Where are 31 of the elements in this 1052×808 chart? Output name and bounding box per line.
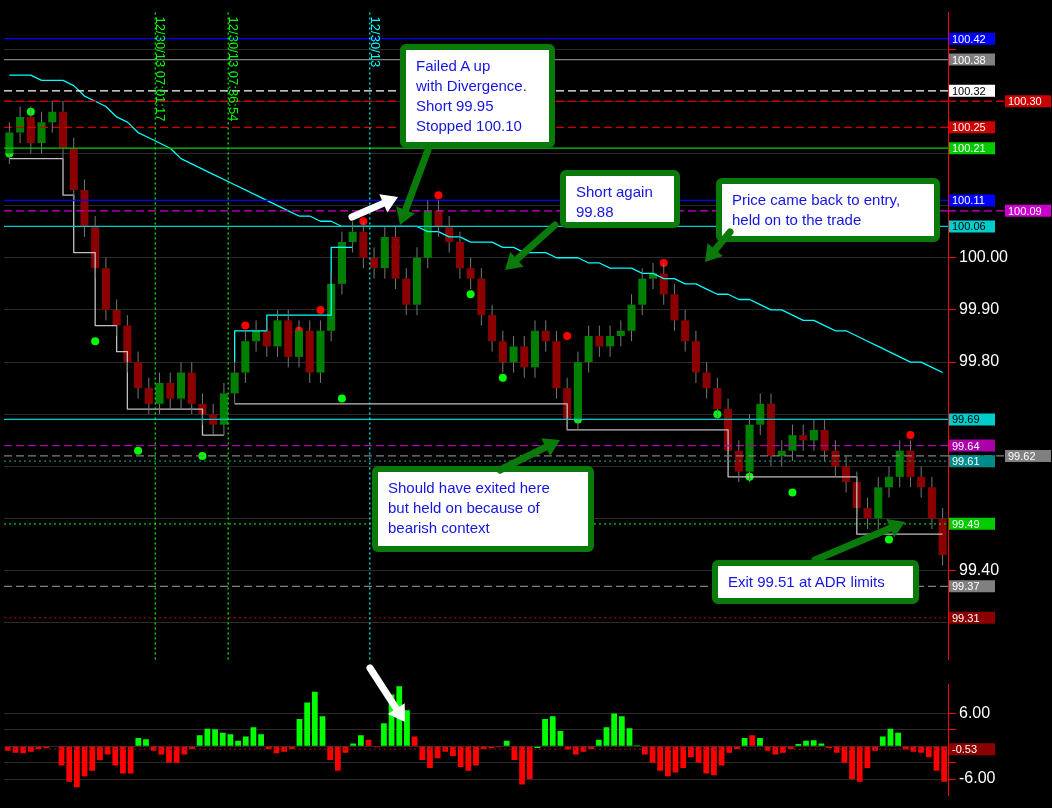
callout-box: Should have exited here but held on because of bearish context [372, 466, 594, 552]
annotation: 12/30/13 07:01:17 [153, 16, 169, 122]
ref-line-label: 100.21 [952, 142, 986, 155]
callout-box: Short again 99.88 [560, 170, 680, 228]
ref-line-label: 100.11 [952, 194, 985, 207]
ref-line-label: 99.69 [952, 413, 980, 426]
y-tick-label: 99.90 [959, 300, 1000, 318]
callout-box: Failed A up with Divergence. Short 99.95 Stopped 100.10 [400, 44, 555, 148]
callout-box: Exit 99.51 at ADR limits [712, 560, 919, 604]
ref-line-label: -0.53 [952, 743, 978, 756]
ref-line-label: 99.49 [952, 517, 980, 530]
ref-line-label: 99.61 [952, 455, 980, 468]
ref-line-label: 100.42 [952, 32, 986, 45]
annotation: 12/30/13 07:36:54 [226, 16, 242, 122]
ref-line-label: 99.37 [952, 580, 980, 593]
y-tick-label: -6.00 [959, 769, 996, 787]
ref-line-label: 99.64 [952, 439, 980, 452]
ref-line-label: 100.30 [1008, 95, 1042, 108]
ref-line-label: 100.09 [1008, 204, 1042, 217]
ref-line-label: 99.62 [1008, 450, 1036, 462]
ref-line-label: 99.31 [952, 611, 980, 624]
annotation: 12/30/13 [367, 16, 383, 68]
ref-line-label: 100.38 [952, 53, 986, 66]
y-tick-label: 6.00 [959, 703, 991, 721]
y-tick-label: 99.80 [959, 352, 1000, 370]
ref-line-label: 100.32 [952, 84, 986, 97]
ref-line-label: 100.25 [952, 121, 986, 134]
y-tick-label: 100.00 [959, 248, 1009, 266]
callout-box: Price came back to entry, held on to the trade [716, 178, 940, 242]
y-tick-label: 99.40 [959, 561, 1000, 579]
ref-line-label: 100.06 [952, 220, 986, 233]
